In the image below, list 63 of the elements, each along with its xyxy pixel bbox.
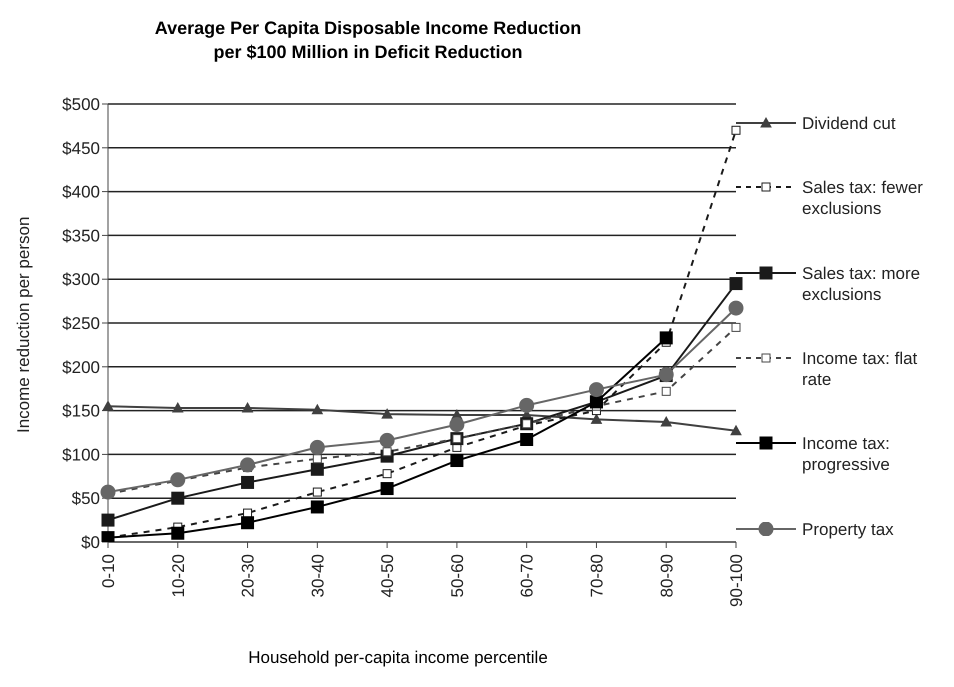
y-tick-label: $450	[62, 138, 100, 158]
x-tick-label: 80-90	[657, 554, 676, 598]
legend-label: Sales tax: fewer exclusions	[802, 177, 924, 220]
point	[172, 402, 184, 412]
point	[380, 432, 395, 448]
point	[730, 425, 742, 436]
y-tick-label: $400	[62, 182, 100, 202]
point	[380, 482, 394, 496]
point	[102, 514, 114, 527]
y-tick-label: $500	[62, 95, 100, 114]
x-tick-label: 0-10	[99, 554, 118, 588]
legend-label: Income tax: flat rate	[802, 348, 918, 390]
point	[382, 469, 392, 478]
point	[242, 402, 254, 412]
point	[732, 126, 740, 135]
x-tick-label: 90-100	[727, 554, 746, 607]
legend-label: Income tax: progressive	[802, 433, 891, 476]
y-tick-label: $100	[62, 445, 100, 464]
point	[660, 416, 672, 426]
chart-title: Average Per Capita Disposable Income Reduction per $100 Million in Deficit Reduction	[154, 17, 582, 64]
point	[170, 472, 186, 488]
point	[660, 331, 673, 344]
point	[312, 488, 322, 497]
point	[590, 414, 602, 424]
point	[519, 398, 534, 413]
point	[310, 462, 324, 476]
point	[520, 433, 534, 446]
point	[312, 404, 323, 414]
x-tick-label: 50-60	[448, 554, 467, 598]
x-tick-label: 20-30	[238, 554, 258, 598]
x-tick-label: 40-50	[378, 554, 398, 598]
y-tick-label: $50	[72, 489, 100, 508]
point	[310, 440, 325, 455]
legend-label: Property tax	[802, 518, 895, 540]
point	[728, 300, 744, 316]
point	[310, 500, 324, 514]
legend-label: Sales tax: more exclusions	[802, 262, 922, 305]
point	[449, 417, 464, 432]
y-tick-label: $350	[62, 226, 100, 246]
x-tick-label: 10-20	[168, 554, 188, 598]
y-tick-label: $300	[62, 270, 100, 290]
point	[588, 382, 604, 398]
y-tick-label: $150	[62, 402, 100, 421]
point	[450, 454, 464, 468]
point	[730, 277, 742, 290]
point	[171, 492, 184, 505]
x-tick-label: 60-70	[518, 554, 537, 598]
point	[382, 408, 393, 419]
point	[240, 457, 256, 472]
point	[662, 386, 671, 396]
legend-label: Dividend cut	[802, 113, 897, 134]
point	[102, 400, 114, 411]
x-axis-title: Household per-capita income percentile	[247, 648, 549, 668]
y-tick-label: $200	[62, 358, 100, 377]
y-axis-title: Income reduction per person	[14, 216, 34, 433]
point	[241, 516, 254, 530]
x-tick-label: 30-40	[308, 554, 328, 598]
x-tick-label: 70-80	[588, 554, 607, 598]
point	[241, 476, 254, 489]
point	[100, 484, 116, 500]
y-tick-label: $250	[62, 314, 100, 334]
point	[171, 526, 184, 540]
y-tick-label: $0	[81, 533, 100, 552]
